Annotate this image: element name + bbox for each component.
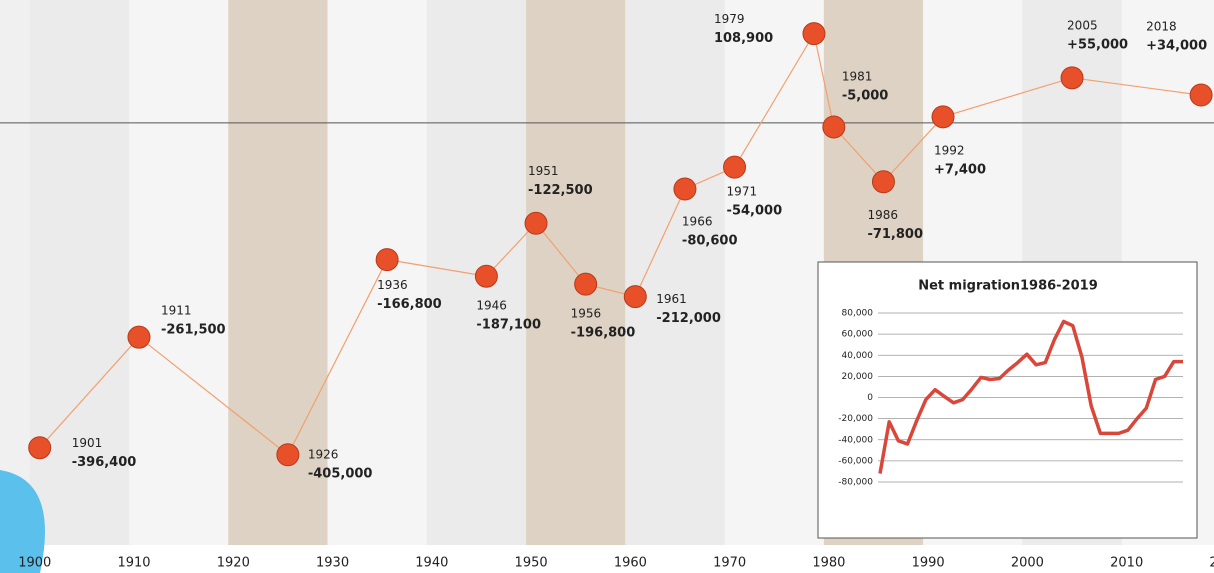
value-label: 108,900 [714,31,773,46]
value-label: -396,400 [72,455,137,470]
x-tick-label: 1990 [912,556,945,571]
inset-y-tick-label: -60,000 [838,456,873,466]
year-label: 1986 [867,208,898,222]
inset-y-tick-label: 0 [867,393,873,403]
year-label: 1956 [571,307,602,321]
x-tick-label: 1920 [217,556,250,571]
point [276,443,300,467]
inset-y-tick-label: 40,000 [842,351,874,361]
main-plot: 1900 1910 1920 1930 1940 1950 1960 1970 1980 1990… [0,12,1214,571]
point [375,248,399,272]
point [474,264,498,288]
value-label: -122,500 [528,183,593,198]
point [127,325,151,349]
x-tick-label: 1960 [614,556,647,571]
inset-y-tick-label: 80,000 [842,309,874,319]
x-tick-label: 1980 [812,556,845,571]
year-label: 2018 [1146,20,1177,34]
decade-band [228,0,328,545]
year-label: 1936 [377,278,408,292]
x-tick-label: 1900 [18,556,51,571]
year-label: 1951 [528,164,559,178]
inset-chart: Net migration1986-2019 80,000 60,000 40,00… [817,261,1198,539]
point [673,177,697,201]
point [802,22,826,46]
decade-band [625,0,725,545]
year-label: 1971 [727,185,758,199]
inset-y-tick-label: -80,000 [838,478,873,488]
point [623,285,647,309]
inset-frame [817,261,1198,539]
line [39,32,1202,456]
inset-y-tick-label: 60,000 [842,330,874,340]
inset-title: Net migration1986-2019 [918,279,1098,294]
year-label: 1946 [476,299,507,313]
value-label: -187,100 [476,318,541,333]
point [723,155,747,179]
x-tick-label: 1950 [515,556,548,571]
point [822,115,846,139]
point [524,211,548,235]
year-label: 1992 [934,143,965,157]
decade-band [724,0,824,545]
x-tick-label: 1930 [316,556,349,571]
point [1189,83,1213,107]
point [871,170,895,194]
value-label: -54,000 [727,204,783,219]
value-label: +34,000 [1146,39,1207,54]
x-tick-label: 1970 [713,556,746,571]
value-label: -196,800 [571,326,636,341]
axis-strip [0,545,1214,573]
point [1060,66,1084,90]
value-label: -80,600 [682,233,738,248]
year-label: 1979 [714,12,745,26]
year-label: 1911 [161,304,192,318]
x-tick-label: 2010 [1110,556,1143,571]
year-label: 1926 [308,447,339,461]
year-label: 1901 [72,436,103,450]
decade-band [327,0,427,545]
point [931,105,955,129]
value-label: -5,000 [842,89,889,104]
x-tick-label: 1940 [415,556,448,571]
value-label: -405,000 [308,466,373,481]
value-label: -261,500 [161,323,226,338]
decoration [0,470,45,573]
value-label: +55,000 [1067,37,1128,52]
value-label: +7,400 [934,162,986,177]
x-tick-label: 1910 [117,556,150,571]
year-label: 2005 [1067,18,1098,32]
value-label: -71,800 [867,227,923,242]
point [574,272,598,296]
year-label: 1961 [656,292,687,306]
value-label: -212,000 [656,311,721,326]
value-label: -166,800 [377,297,442,312]
point [28,436,52,460]
year-label: 1981 [842,70,873,84]
year-label: 1966 [682,214,713,228]
x-tick-label: 2000 [1011,556,1044,571]
inset-line [878,319,1183,474]
x-tick-label: 2020 [1209,556,1214,571]
inset-y-tick-label: -20,000 [838,414,873,424]
inset-y-tick-label: -40,000 [838,435,873,445]
decade-band [129,0,229,545]
inset-y-tick-label: 20,000 [842,372,874,382]
